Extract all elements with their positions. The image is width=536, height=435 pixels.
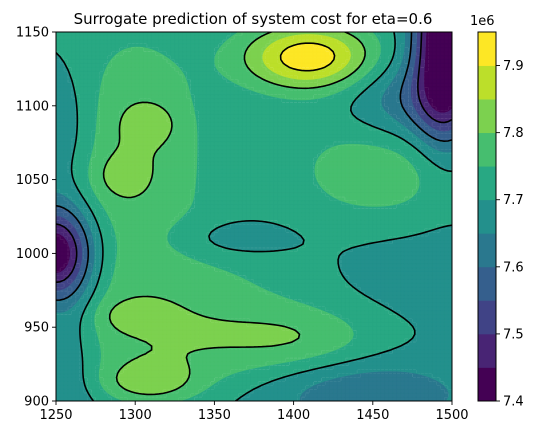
colorbar-band-10 [478,32,496,66]
contour-band-7 [88,32,420,401]
colorbar-tick-label: 7.9 [503,59,524,74]
contour-line-7.9 [279,42,336,72]
colorbar-band-0 [478,367,496,402]
chart-title: Surrogate prediction of system cost for … [74,10,433,28]
plot-area [55,31,453,402]
colorbar-band-5 [478,199,496,234]
x-tick-label: 1300 [119,408,152,423]
contour-line-7.7 [56,32,452,401]
colorbar-band-9 [478,65,496,100]
colorbar-band-8 [478,99,496,134]
y-tick-label: 1150 [16,26,49,41]
x-tick-label: 1400 [277,408,310,423]
y-tick-label: 950 [24,321,49,336]
x-tick-label: 1450 [356,408,389,423]
colorbar-tick-label: 7.7 [503,193,524,208]
y-tick-label: 1050 [16,173,49,188]
contour-band-9 [262,34,351,80]
x-tick-label: 1250 [39,408,72,423]
colorbar-tick-label: 7.5 [503,327,524,342]
y-tick-label: 900 [24,395,49,410]
x-tick-label: 1500 [435,408,468,423]
colorbar-band-6 [478,166,496,201]
colorbar-tick-label: 7.6 [503,260,524,275]
colorbar-band-2 [478,300,496,335]
contour-fills [56,32,452,401]
colorbar-band-1 [478,333,496,368]
colorbar-band-3 [478,266,496,301]
y-tick-label: 1100 [16,99,49,114]
x-axis: 1250 1300 1350 1400 1450 1500 [39,401,469,423]
colorbar-tick-label: 7.4 [503,395,524,410]
colorbar: 7.4 7.5 7.6 7.7 7.8 7.9 [477,31,524,410]
plot-frame [55,31,453,402]
contour-line-7.8 [102,32,366,396]
colorbar-tick-label: 7.8 [503,126,524,141]
colorbar-band-4 [478,233,496,268]
y-axis: 900 950 1000 1050 1100 1150 [16,26,56,410]
y-tick-label: 1000 [16,247,49,262]
contour-lines [56,32,452,401]
colorbar-offset-label: 1e6 [470,14,495,29]
contour-line-7.6 [56,32,452,301]
colorbar-band-7 [478,132,496,167]
colorbar-frame [477,31,497,402]
x-tick-label: 1350 [198,408,231,423]
contour-line-7.5 [56,32,452,284]
